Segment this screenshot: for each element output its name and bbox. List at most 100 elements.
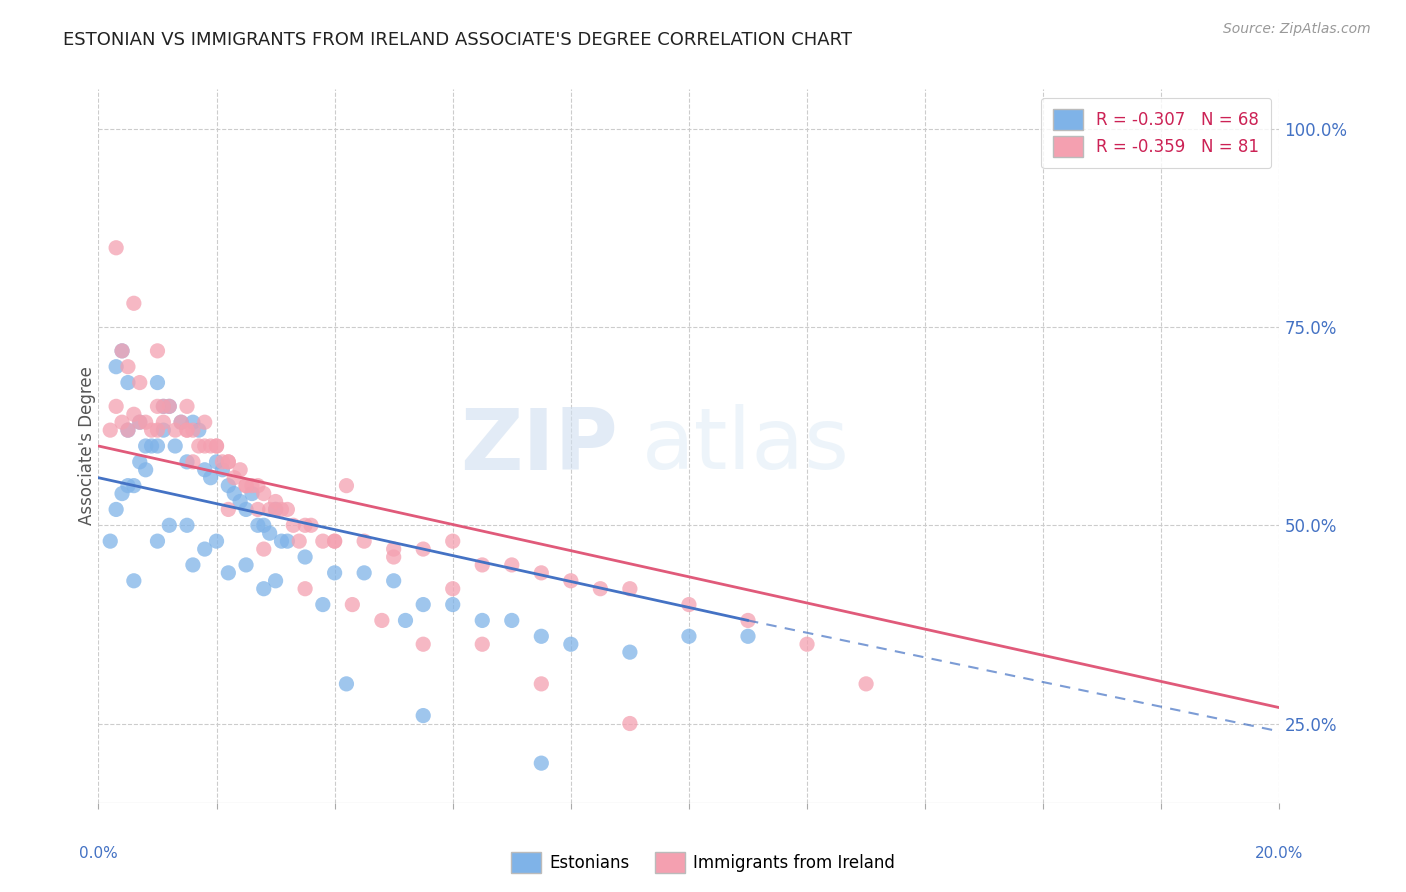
Point bbox=[200, 471, 222, 485]
Point bbox=[122, 574, 145, 588]
Point bbox=[471, 637, 494, 651]
Point bbox=[176, 423, 198, 437]
Point bbox=[146, 400, 169, 414]
Point bbox=[176, 423, 198, 437]
Point bbox=[229, 494, 252, 508]
Point bbox=[205, 439, 228, 453]
Point bbox=[253, 582, 276, 596]
Point bbox=[253, 486, 276, 500]
Point bbox=[205, 439, 228, 453]
Point bbox=[157, 400, 180, 414]
Point bbox=[530, 677, 553, 691]
Point bbox=[217, 566, 239, 580]
Point bbox=[181, 415, 204, 429]
Point bbox=[170, 415, 193, 429]
Point bbox=[264, 494, 287, 508]
Point bbox=[264, 574, 287, 588]
Point bbox=[382, 549, 405, 564]
Point bbox=[323, 566, 346, 580]
Point bbox=[176, 400, 198, 414]
Point bbox=[105, 502, 128, 516]
Point bbox=[128, 376, 150, 390]
Point bbox=[128, 455, 150, 469]
Text: ZIP: ZIP bbox=[460, 404, 619, 488]
Point bbox=[194, 463, 217, 477]
Point bbox=[181, 423, 204, 437]
Point bbox=[737, 614, 759, 628]
Point bbox=[122, 407, 145, 421]
Point bbox=[205, 455, 228, 469]
Point bbox=[312, 598, 335, 612]
Point bbox=[165, 439, 187, 453]
Point bbox=[471, 558, 494, 572]
Point bbox=[117, 376, 139, 390]
Point bbox=[264, 502, 287, 516]
Point bbox=[176, 455, 198, 469]
Point bbox=[224, 486, 246, 500]
Point bbox=[560, 637, 582, 651]
Point bbox=[276, 534, 298, 549]
Point bbox=[342, 598, 364, 612]
Y-axis label: Associate's Degree: Associate's Degree bbox=[79, 367, 96, 525]
Point bbox=[146, 423, 169, 437]
Point bbox=[146, 343, 169, 358]
Point bbox=[501, 614, 523, 628]
Text: 20.0%: 20.0% bbox=[1256, 846, 1303, 861]
Point bbox=[181, 558, 204, 572]
Point bbox=[181, 455, 204, 469]
Point bbox=[152, 400, 174, 414]
Point bbox=[105, 241, 128, 255]
Point bbox=[141, 439, 163, 453]
Point bbox=[619, 582, 641, 596]
Point bbox=[441, 598, 464, 612]
Point bbox=[323, 534, 346, 549]
Text: 0.0%: 0.0% bbox=[79, 846, 118, 861]
Point bbox=[240, 486, 263, 500]
Point bbox=[412, 637, 434, 651]
Point bbox=[589, 582, 612, 596]
Point bbox=[152, 423, 174, 437]
Point bbox=[796, 637, 818, 651]
Point bbox=[170, 415, 193, 429]
Point bbox=[211, 463, 233, 477]
Point bbox=[855, 677, 877, 691]
Point bbox=[530, 756, 553, 771]
Point bbox=[312, 534, 335, 549]
Point bbox=[224, 471, 246, 485]
Point bbox=[152, 400, 174, 414]
Point bbox=[471, 614, 494, 628]
Point bbox=[146, 534, 169, 549]
Legend: R = -0.307   N = 68, R = -0.359   N = 81: R = -0.307 N = 68, R = -0.359 N = 81 bbox=[1042, 97, 1271, 169]
Point bbox=[111, 343, 134, 358]
Point bbox=[288, 534, 311, 549]
Point bbox=[211, 455, 233, 469]
Point bbox=[441, 534, 464, 549]
Point bbox=[394, 614, 416, 628]
Point bbox=[105, 359, 128, 374]
Point bbox=[217, 502, 239, 516]
Point bbox=[135, 439, 157, 453]
Point bbox=[270, 534, 292, 549]
Point bbox=[146, 439, 169, 453]
Point bbox=[246, 518, 269, 533]
Point bbox=[117, 423, 139, 437]
Point bbox=[98, 423, 121, 437]
Legend: Estonians, Immigrants from Ireland: Estonians, Immigrants from Ireland bbox=[505, 846, 901, 880]
Point bbox=[353, 534, 375, 549]
Point bbox=[111, 343, 134, 358]
Point bbox=[98, 534, 121, 549]
Point bbox=[530, 566, 553, 580]
Point bbox=[253, 518, 276, 533]
Text: ESTONIAN VS IMMIGRANTS FROM IRELAND ASSOCIATE'S DEGREE CORRELATION CHART: ESTONIAN VS IMMIGRANTS FROM IRELAND ASSO… bbox=[63, 31, 852, 49]
Point bbox=[117, 359, 139, 374]
Point bbox=[264, 502, 287, 516]
Point bbox=[105, 400, 128, 414]
Point bbox=[353, 566, 375, 580]
Point bbox=[619, 716, 641, 731]
Point bbox=[235, 502, 257, 516]
Text: atlas: atlas bbox=[641, 404, 849, 488]
Point bbox=[128, 415, 150, 429]
Point bbox=[294, 582, 316, 596]
Point bbox=[412, 708, 434, 723]
Point bbox=[246, 478, 269, 492]
